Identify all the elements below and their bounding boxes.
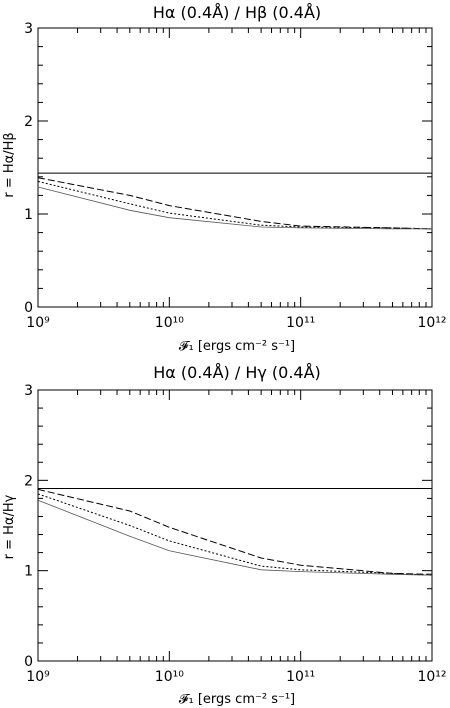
chart-title: Hα (0.4Å) / Hβ (0.4Å) xyxy=(153,3,321,22)
y-tick-label: 1 xyxy=(24,207,33,223)
y-tick-label: 3 xyxy=(24,383,33,399)
x-tick-label: 10¹² xyxy=(417,315,446,331)
x-tick-label: 10⁹ xyxy=(26,315,50,331)
y-axis-label: r = Hα/Hβ xyxy=(2,132,17,197)
y-tick-label: 0 xyxy=(24,654,33,670)
panel-top: Hα (0.4Å) / Hβ (0.4Å) 𝓕₁ [ergs cm⁻² s⁻¹]… xyxy=(2,3,447,354)
y-tick-label: 2 xyxy=(24,473,33,489)
y-tick-label: 2 xyxy=(24,114,33,130)
series-line-thin xyxy=(37,499,433,576)
y-axis-label: r = Hα/Hγ xyxy=(2,494,17,559)
series-line-dashed xyxy=(37,488,433,575)
x-axis-label: 𝓕₁ [ergs cm⁻² s⁻¹] xyxy=(179,692,295,707)
series-line-dotted xyxy=(37,493,433,576)
y-tick-label: 1 xyxy=(24,564,33,580)
x-axis-label: 𝓕₁ [ergs cm⁻² s⁻¹] xyxy=(179,339,295,354)
x-tick-label: 10¹⁰ xyxy=(155,315,184,331)
chart-title: Hα (0.4Å) / Hγ (0.4Å) xyxy=(153,363,321,382)
x-tick-label: 10¹¹ xyxy=(286,669,315,685)
series-line-dashed xyxy=(37,177,433,230)
x-tick-label: 10⁹ xyxy=(26,669,50,685)
y-tick-label: 3 xyxy=(24,21,33,37)
x-tick-label: 10¹¹ xyxy=(286,315,315,331)
series-line-dotted xyxy=(37,180,433,230)
x-tick-label: 10¹⁰ xyxy=(155,669,184,685)
y-tick-label: 0 xyxy=(24,300,33,316)
plot-frame xyxy=(37,389,433,662)
panel-bottom: Hα (0.4Å) / Hγ (0.4Å) 𝓕₁ [ergs cm⁻² s⁻¹]… xyxy=(2,363,447,707)
plot-frame xyxy=(37,27,433,308)
x-tick-label: 10¹² xyxy=(417,669,446,685)
series-line-thin xyxy=(37,186,432,230)
